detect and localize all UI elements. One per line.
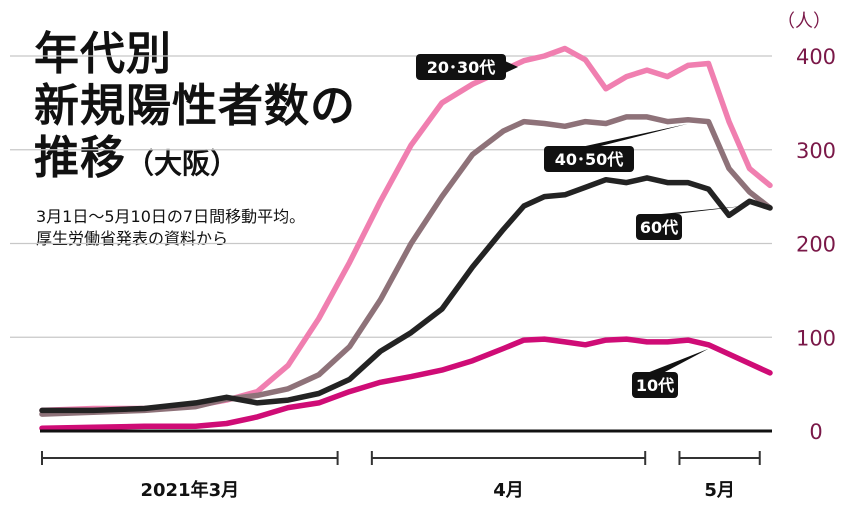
y-tick-label-100: 100 [796,326,836,350]
series-label-pointer [505,61,518,73]
series-label-1: 40･50代 [544,123,688,172]
x-period-0: 2021年3月 [41,451,339,501]
x-period-label: 2021年3月 [140,479,239,501]
series-lines [39,45,773,431]
title-line-1: 年代別 [34,27,173,80]
series-label-box [636,214,682,240]
series-label-0: 20･30代 [416,54,518,80]
x-period-2: 5月 [678,451,761,501]
y-tick-label-300: 300 [796,139,836,163]
series-label-box [416,54,506,80]
y-unit-label: （人） [777,11,831,32]
series-label-text: 60代 [640,218,678,237]
y-axis: 0 100 200 300 400 （人） [777,11,836,444]
series-label-text: 10代 [636,376,674,395]
series-label-text: 20･30代 [427,58,496,77]
series-line-2 [39,175,773,414]
title-line-3: 推移（大阪） [34,132,374,190]
y-tick-label-200: 200 [796,233,836,257]
series-label-text: 40･50代 [555,150,624,169]
series-labels: 20･30代 40･50代 60代 10代 [416,54,750,398]
y-tick-label-400: 400 [796,45,836,69]
x-period-label: 4月 [493,480,524,501]
chart-title: 年代別 新規陽性者数の 推移（大阪） [34,28,374,190]
title-line-2: 新規陽性者数の [34,79,357,132]
series-label-pointer [581,123,688,147]
series-label-3: 10代 [632,348,709,398]
x-axis: 2021年3月 4月 5月 [41,451,761,501]
series-label-box [544,146,634,172]
y-tick-label-0: 0 [809,420,822,444]
x-period-1: 4月 [370,451,647,501]
x-period-label: 5月 [704,480,735,501]
title-region: （大阪） [126,147,239,180]
title-line-3-main: 推移 [34,131,127,184]
series-label-pointer [647,348,709,373]
gridlines [10,55,772,338]
series-label-pointer [651,205,750,215]
series-label-2: 60代 [636,205,750,240]
series-label-box [632,372,678,398]
subtitle-line-1: 3月1日～5月10日の7日間移動平均。 [36,207,306,226]
